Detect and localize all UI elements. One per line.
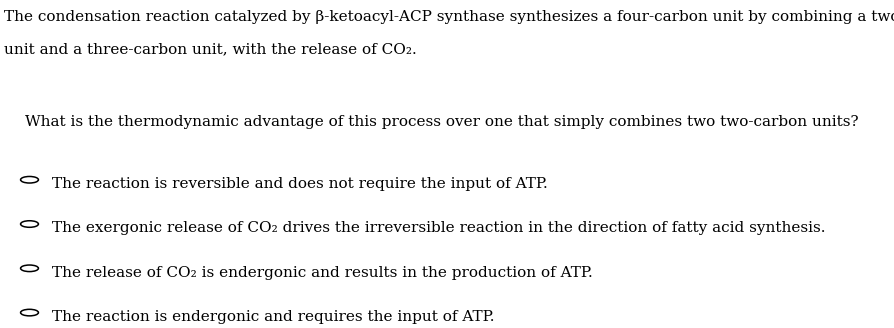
Text: What is the thermodynamic advantage of this process over one that simply combine: What is the thermodynamic advantage of t… [25, 115, 858, 129]
Text: The exergonic release of CO₂ drives the irreversible reaction in the direction o: The exergonic release of CO₂ drives the … [52, 221, 825, 236]
Text: unit and a three-carbon unit, with the release of CO₂.: unit and a three-carbon unit, with the r… [4, 43, 417, 57]
Text: The condensation reaction catalyzed by β-ketoacyl-ACP synthase synthesizes a fou: The condensation reaction catalyzed by β… [4, 10, 894, 24]
Text: The release of CO₂ is endergonic and results in the production of ATP.: The release of CO₂ is endergonic and res… [52, 266, 593, 280]
Text: The reaction is endergonic and requires the input of ATP.: The reaction is endergonic and requires … [52, 310, 494, 324]
Text: The reaction is reversible and does not require the input of ATP.: The reaction is reversible and does not … [52, 177, 548, 191]
